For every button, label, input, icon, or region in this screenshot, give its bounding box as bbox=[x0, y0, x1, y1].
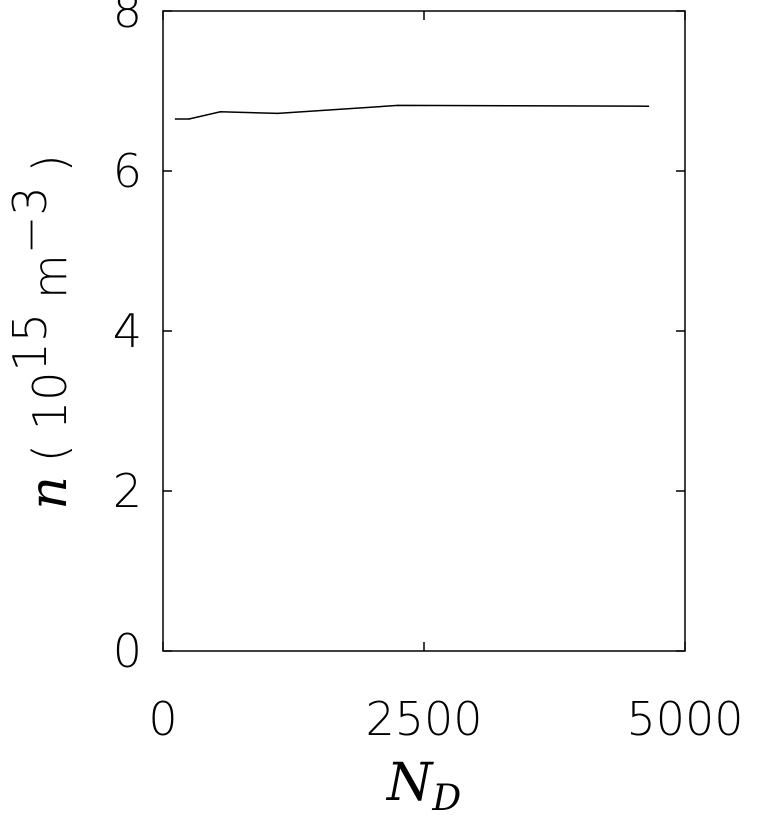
data-point bbox=[647, 105, 650, 107]
plot-frame bbox=[162, 10, 686, 652]
data-point bbox=[188, 118, 190, 120]
series-layer bbox=[174, 104, 650, 120]
data-point bbox=[219, 111, 222, 113]
x-tick-label: 5000 bbox=[626, 692, 743, 746]
y-tick-label: 2 bbox=[113, 464, 142, 518]
y-tick-label: 4 bbox=[113, 304, 142, 358]
y-axis-label-open: ( bbox=[23, 444, 77, 462]
svg-text:n(1015m−3): n (1015 m−3) bbox=[3, 154, 79, 509]
y-tick-label: 6 bbox=[113, 144, 142, 198]
x-tick-label: 0 bbox=[148, 692, 177, 746]
y-axis-label-unit: m bbox=[23, 254, 77, 299]
series-line bbox=[175, 104, 649, 120]
x-axis-label: ND bbox=[385, 753, 462, 817]
x-axis-label-subscript: D bbox=[431, 778, 461, 817]
x-tick-label: 2500 bbox=[365, 692, 482, 746]
y-tick-labels: 0 2 4 6 8 bbox=[113, 0, 142, 678]
y-axis-label-exp2: −3 bbox=[3, 186, 57, 254]
data-point bbox=[277, 112, 279, 115]
y-axis-label: n (1015 m−3) bbox=[3, 154, 79, 509]
x-axis-ticks bbox=[162, 11, 686, 651]
x-axis-label-symbol: N bbox=[385, 753, 434, 813]
y-axis-label-close: ) bbox=[23, 154, 77, 172]
y-axis-label-symbol: n bbox=[19, 476, 79, 510]
x-tick-labels: 0 2500 5000 bbox=[148, 692, 743, 746]
data-point bbox=[174, 118, 177, 120]
y-axis-label-base: 10 bbox=[23, 372, 77, 431]
y-tick-label: 0 bbox=[113, 624, 142, 678]
y-axis-label-exp: 15 bbox=[3, 313, 57, 372]
y-tick-label: 8 bbox=[113, 0, 142, 38]
y-axis-ticks bbox=[163, 10, 685, 652]
data-point bbox=[397, 104, 399, 107]
